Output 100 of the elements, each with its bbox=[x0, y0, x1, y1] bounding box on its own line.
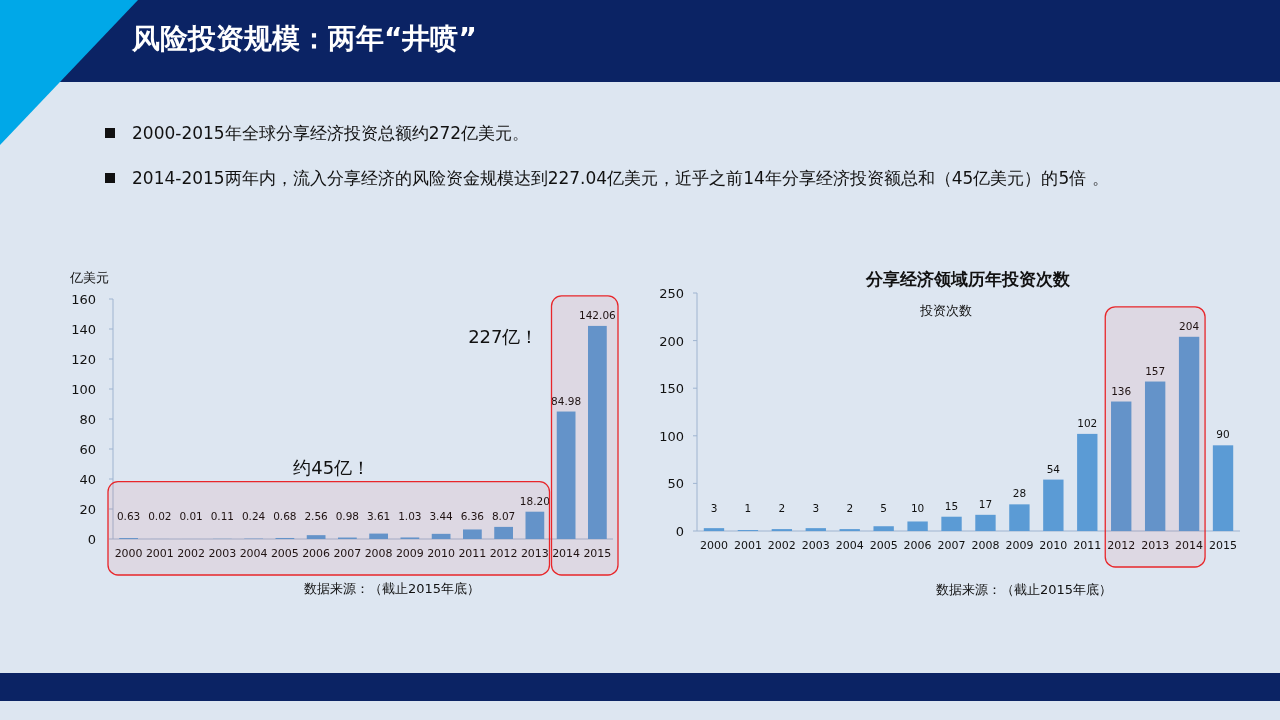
bar bbox=[873, 526, 894, 531]
source-note: 数据来源：（截止2015年底） bbox=[935, 582, 1113, 597]
x-tick-label: 2003 bbox=[801, 539, 830, 552]
source-note: 数据来源：（截止2015年底） bbox=[303, 581, 481, 596]
data-label: 0.63 bbox=[116, 510, 141, 522]
y-tick-label: 20 bbox=[79, 502, 96, 517]
y-tick-label: 0 bbox=[87, 532, 96, 547]
x-tick-label: 2000 bbox=[699, 539, 728, 552]
bar bbox=[1077, 433, 1098, 531]
bar bbox=[1212, 445, 1234, 531]
bar bbox=[494, 526, 513, 539]
chart-title: 分享经济领域历年投资次数 bbox=[865, 269, 1071, 289]
data-label: 1 bbox=[744, 502, 752, 514]
x-tick-label: 2007 bbox=[937, 539, 966, 552]
y-tick-label: 100 bbox=[659, 428, 684, 444]
y-tick-label: 120 bbox=[71, 352, 96, 367]
data-label: 6.36 bbox=[460, 510, 485, 522]
bar bbox=[556, 411, 576, 539]
data-label: 2 bbox=[778, 502, 786, 514]
x-tick-label: 2014 bbox=[1175, 539, 1204, 552]
chart-title: 风险投资规模：两年“井喷” bbox=[131, 22, 477, 55]
band-label: 227亿！ bbox=[468, 326, 539, 347]
y-tick-label: 40 bbox=[79, 472, 96, 487]
x-tick-label: 2014 bbox=[552, 547, 581, 560]
x-tick-label: 2008 bbox=[971, 539, 1000, 552]
bar bbox=[907, 521, 928, 531]
data-label: 136 bbox=[1111, 384, 1132, 397]
x-tick-label: 2002 bbox=[177, 547, 206, 560]
data-label: 0.11 bbox=[210, 510, 235, 522]
x-tick-label: 2003 bbox=[208, 547, 237, 560]
data-label: 0.98 bbox=[335, 510, 360, 522]
y-axis-title: 投资次数 bbox=[919, 303, 972, 318]
bar bbox=[805, 528, 826, 531]
y-tick-label: 0 bbox=[675, 524, 684, 539]
x-tick-label: 2010 bbox=[427, 547, 456, 560]
x-tick-label: 2012 bbox=[489, 547, 518, 560]
y-tick-label: 80 bbox=[79, 412, 96, 427]
bar bbox=[703, 528, 725, 531]
x-tick-label: 2004 bbox=[239, 547, 268, 560]
data-label: 54 bbox=[1046, 462, 1061, 475]
data-label: 3.61 bbox=[366, 510, 391, 522]
y-tick-label: 250 bbox=[659, 286, 684, 301]
bar bbox=[463, 529, 482, 539]
x-tick-label: 2001 bbox=[733, 539, 762, 552]
y-tick-label: 160 bbox=[71, 292, 96, 307]
x-tick-label: 2011 bbox=[458, 547, 487, 560]
data-label: 0.02 bbox=[148, 510, 172, 522]
x-tick-label: 2002 bbox=[767, 539, 796, 552]
x-tick-label: 2006 bbox=[302, 547, 331, 560]
data-label: 8.07 bbox=[491, 509, 516, 522]
x-tick-label: 2006 bbox=[903, 539, 932, 552]
bar bbox=[588, 325, 607, 539]
data-label: 3 bbox=[812, 502, 820, 514]
data-label: 157 bbox=[1145, 364, 1166, 377]
x-tick-label: 2015 bbox=[583, 547, 612, 560]
data-label: 2 bbox=[846, 502, 854, 514]
x-tick-label: 2008 bbox=[364, 547, 393, 560]
data-label: 15 bbox=[944, 499, 959, 512]
data-label: 2.56 bbox=[304, 510, 329, 522]
data-label: 0.01 bbox=[179, 510, 203, 522]
x-tick-label: 2000 bbox=[114, 547, 143, 560]
x-tick-label: 2011 bbox=[1073, 539, 1102, 552]
y-tick-label: 200 bbox=[659, 333, 684, 349]
x-tick-label: 2013 bbox=[520, 547, 549, 560]
data-label: 18.20 bbox=[519, 494, 550, 507]
y-tick-label: 100 bbox=[71, 382, 96, 397]
bar bbox=[975, 514, 996, 531]
data-label: 10 bbox=[910, 502, 925, 514]
data-label: 142.06 bbox=[579, 308, 617, 321]
bar bbox=[431, 533, 451, 539]
band-label: 约45亿！ bbox=[293, 456, 371, 478]
x-tick-label: 2007 bbox=[333, 547, 362, 560]
data-label: 17 bbox=[978, 497, 993, 510]
x-tick-label: 2005 bbox=[270, 547, 299, 560]
bar bbox=[369, 533, 388, 539]
bar bbox=[306, 535, 326, 539]
x-tick-label: 2013 bbox=[1141, 539, 1170, 552]
data-label: 1.03 bbox=[398, 510, 422, 522]
bar bbox=[1144, 381, 1166, 531]
data-label: 84.98 bbox=[551, 394, 582, 407]
y-axis-title: 亿美元 bbox=[69, 270, 109, 285]
x-tick-label: 2009 bbox=[1005, 539, 1034, 552]
data-label: 0.24 bbox=[241, 510, 266, 522]
y-tick-label: 50 bbox=[667, 476, 684, 492]
text: 2014-2015两年内，流入分享经济的风险资金规模达到227.04亿美元，近乎之前14年分享经济投资额总和（45亿美元）的5倍 。 bbox=[132, 168, 1109, 188]
bar bbox=[1111, 401, 1132, 531]
data-label: 5 bbox=[880, 502, 887, 514]
bar bbox=[1009, 504, 1030, 531]
data-label: 204 bbox=[1179, 319, 1200, 332]
y-tick-label: 140 bbox=[71, 322, 96, 337]
x-tick-label: 2001 bbox=[145, 547, 174, 560]
x-tick-label: 2005 bbox=[869, 539, 898, 552]
y-tick-label: 150 bbox=[659, 381, 684, 397]
bar bbox=[1178, 336, 1200, 531]
bar bbox=[1043, 479, 1064, 531]
x-tick-label: 2010 bbox=[1039, 539, 1068, 552]
bar bbox=[941, 516, 962, 531]
data-label: 3 bbox=[710, 502, 718, 514]
x-tick-label: 2012 bbox=[1107, 539, 1136, 552]
x-tick-label: 2004 bbox=[835, 539, 864, 552]
